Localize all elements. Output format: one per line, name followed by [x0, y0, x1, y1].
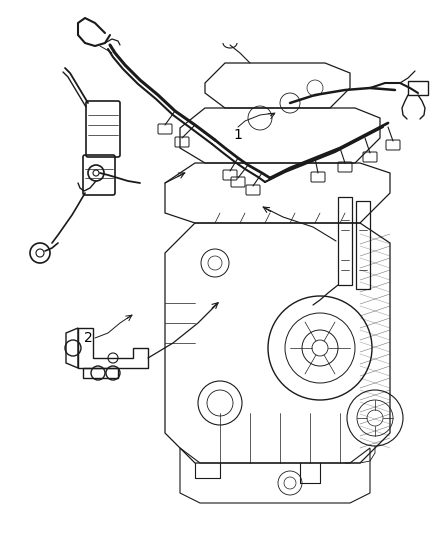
- Text: 1: 1: [233, 128, 243, 142]
- Text: 2: 2: [84, 331, 92, 345]
